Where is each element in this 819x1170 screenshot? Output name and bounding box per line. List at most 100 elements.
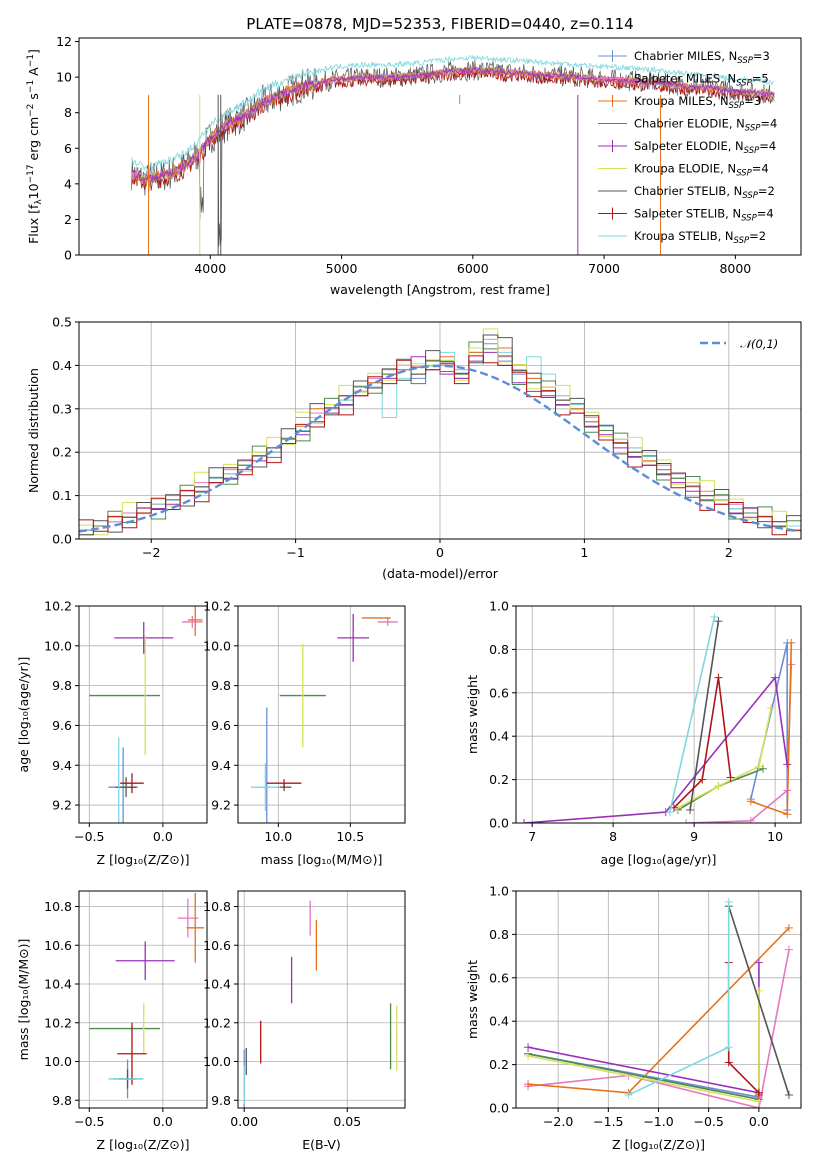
y-axis-label: mass weight <box>465 960 480 1039</box>
data-point <box>131 782 133 784</box>
data-point <box>264 786 266 788</box>
x-tick-label: 2 <box>725 545 733 560</box>
x-tick-label: 5000 <box>326 261 358 276</box>
y-tick-label: 0.0 <box>489 816 509 831</box>
data-point <box>187 917 189 919</box>
weight-lines <box>520 612 796 823</box>
y-tick-label: 0.6 <box>489 685 509 700</box>
x-tick-label: 7000 <box>588 261 620 276</box>
x-tick-label: 0.0 <box>749 1114 769 1129</box>
y-tick-label: 10.0 <box>203 1054 231 1069</box>
weight-line-2 <box>685 664 793 823</box>
y-tick-label: 4 <box>64 176 72 191</box>
y-tick-label: 10 <box>56 70 72 85</box>
weight-line-4 <box>527 1053 760 1101</box>
weight-line-8 <box>727 962 760 1095</box>
y-tick-label: 9.6 <box>211 718 231 733</box>
x-tick-label: 0.05 <box>333 1114 361 1129</box>
y-tick-label: 10.8 <box>44 899 72 914</box>
legend-label: Kroupa STELIB, NSSP=2 <box>634 229 766 246</box>
y-tick-label: 2 <box>64 212 72 227</box>
legend-label: Chabrier MILES, NSSP=3 <box>634 49 770 66</box>
panel-6: −0.5 0.0 9.8 10.0 10.2 10.4 10.6 10.8 Z [log₁₀(Z… <box>16 890 208 1152</box>
y-tick-label: 9.2 <box>211 798 231 813</box>
x-tick-label: 6000 <box>457 261 489 276</box>
histogram-extra-3 <box>79 334 801 536</box>
legend: Chabrier MILES, NSSP=3 Salpeter MILES, NS… <box>598 49 777 246</box>
y-tick-label: 1.0 <box>489 884 509 899</box>
y-tick-label: 9.4 <box>211 758 231 773</box>
panel-8: −2.0 −1.5 −1.0 −0.5 0.0 0.0 0.2 0.4 0.6 0.8 1.0 Z [… <box>465 884 802 1152</box>
x-tick-label: −0.5 <box>74 829 104 844</box>
axes-frame <box>515 890 802 1109</box>
y-tick-label: 10.6 <box>44 938 72 953</box>
axes-frame <box>78 321 802 540</box>
panel-2: −2 −1 0 1 2 0.0 0.1 0.2 0.3 0.4 0.5 (data-model)/er… <box>26 315 802 581</box>
y-tick-label: 0.4 <box>489 1014 509 1029</box>
weight-line-6 <box>677 707 772 809</box>
data-point <box>352 637 354 639</box>
y-tick-label: 10.2 <box>203 599 231 614</box>
data-point <box>194 927 196 929</box>
y-tick-label: 1.0 <box>489 599 509 614</box>
data-point <box>143 637 145 639</box>
y-tick-label: 10.4 <box>203 977 231 992</box>
y-tick-label: 0.2 <box>489 1057 509 1072</box>
panel-1: 4000 5000 6000 7000 8000 0 2 4 6 8 10 12 wavelength … <box>26 34 802 297</box>
axes-frame <box>237 890 406 1109</box>
x-axis-label: mass [log₁₀(M/M⊙)] <box>261 852 383 867</box>
data-point <box>396 1037 398 1039</box>
y-tick-label: 10.0 <box>44 1054 72 1069</box>
x-tick-label: 0.00 <box>230 1114 258 1129</box>
x-tick-label: 10.0 <box>264 829 292 844</box>
y-tick-label: 0.3 <box>52 401 72 416</box>
spectrum-lines <box>131 54 775 255</box>
data-point <box>194 619 196 621</box>
y-tick-label: 10.2 <box>44 599 72 614</box>
data-point <box>315 944 317 946</box>
y-tick-label: 10.8 <box>203 899 231 914</box>
weight-line-5 <box>527 962 760 1094</box>
spectrum-9 <box>131 54 775 172</box>
data-point <box>125 1078 127 1080</box>
panel-3: −0.5 0.0 9.2 9.4 9.6 9.8 10.0 10.2 Z [log₁₀(Z/Z⊙… <box>16 599 208 867</box>
axes-frame <box>78 890 208 1109</box>
x-axis-label: age [log₁₀(age/yr)] <box>601 852 717 867</box>
x-axis-label: Z [log₁₀(Z/Z⊙)] <box>97 1137 190 1152</box>
y-tick-label: 9.8 <box>211 1093 231 1108</box>
y-tick-label: 0.2 <box>52 445 72 460</box>
legend-label: Chabrier STELIB, NSSP=2 <box>634 184 775 201</box>
y-tick-label: 9.8 <box>52 678 72 693</box>
x-axis-label: E(B-V) <box>302 1137 341 1152</box>
data-point <box>260 1041 262 1043</box>
x-tick-label: 0.0 <box>153 1114 173 1129</box>
y-tick-label: 0.8 <box>489 927 509 942</box>
x-tick-label: −0.5 <box>74 1114 104 1129</box>
y-tick-label: 0.1 <box>52 488 72 503</box>
x-axis-label: Z [log₁₀(Z/Z⊙)] <box>97 852 190 867</box>
weight-line-6 <box>527 990 760 1103</box>
data-point <box>302 694 304 697</box>
y-tick-label: 0.5 <box>52 315 72 330</box>
y-tick-label: 10.0 <box>44 638 72 653</box>
x-tick-label: −1.0 <box>643 1114 673 1129</box>
axes-frame <box>78 605 208 824</box>
weight-line-7 <box>727 905 790 1096</box>
x-tick-label: 8000 <box>719 261 751 276</box>
weight-line-3 <box>750 642 793 816</box>
legend-label: Salpeter ELODIE, NSSP=4 <box>634 139 776 156</box>
histograms <box>79 328 801 536</box>
legend-label: Kroupa ELODIE, NSSP=4 <box>634 162 769 179</box>
legend-label: Salpeter STELIB, NSSP=4 <box>634 207 774 224</box>
error-bars <box>89 606 203 823</box>
error-bars <box>250 613 398 823</box>
panel-7: 0.00 0.05 9.8 10.0 10.2 10.4 10.6 10.8 E(B-V) <box>203 890 406 1152</box>
data-point <box>125 786 127 788</box>
y-tick-label: 10.2 <box>203 1015 231 1030</box>
y-tick-label: 10.2 <box>44 1015 72 1030</box>
error-bars <box>89 892 205 1099</box>
legend-label: Chabrier ELODIE, NSSP=4 <box>634 117 777 134</box>
data-point <box>131 1053 133 1055</box>
data-point <box>191 621 193 623</box>
y-tick-label: 9.6 <box>52 718 72 733</box>
